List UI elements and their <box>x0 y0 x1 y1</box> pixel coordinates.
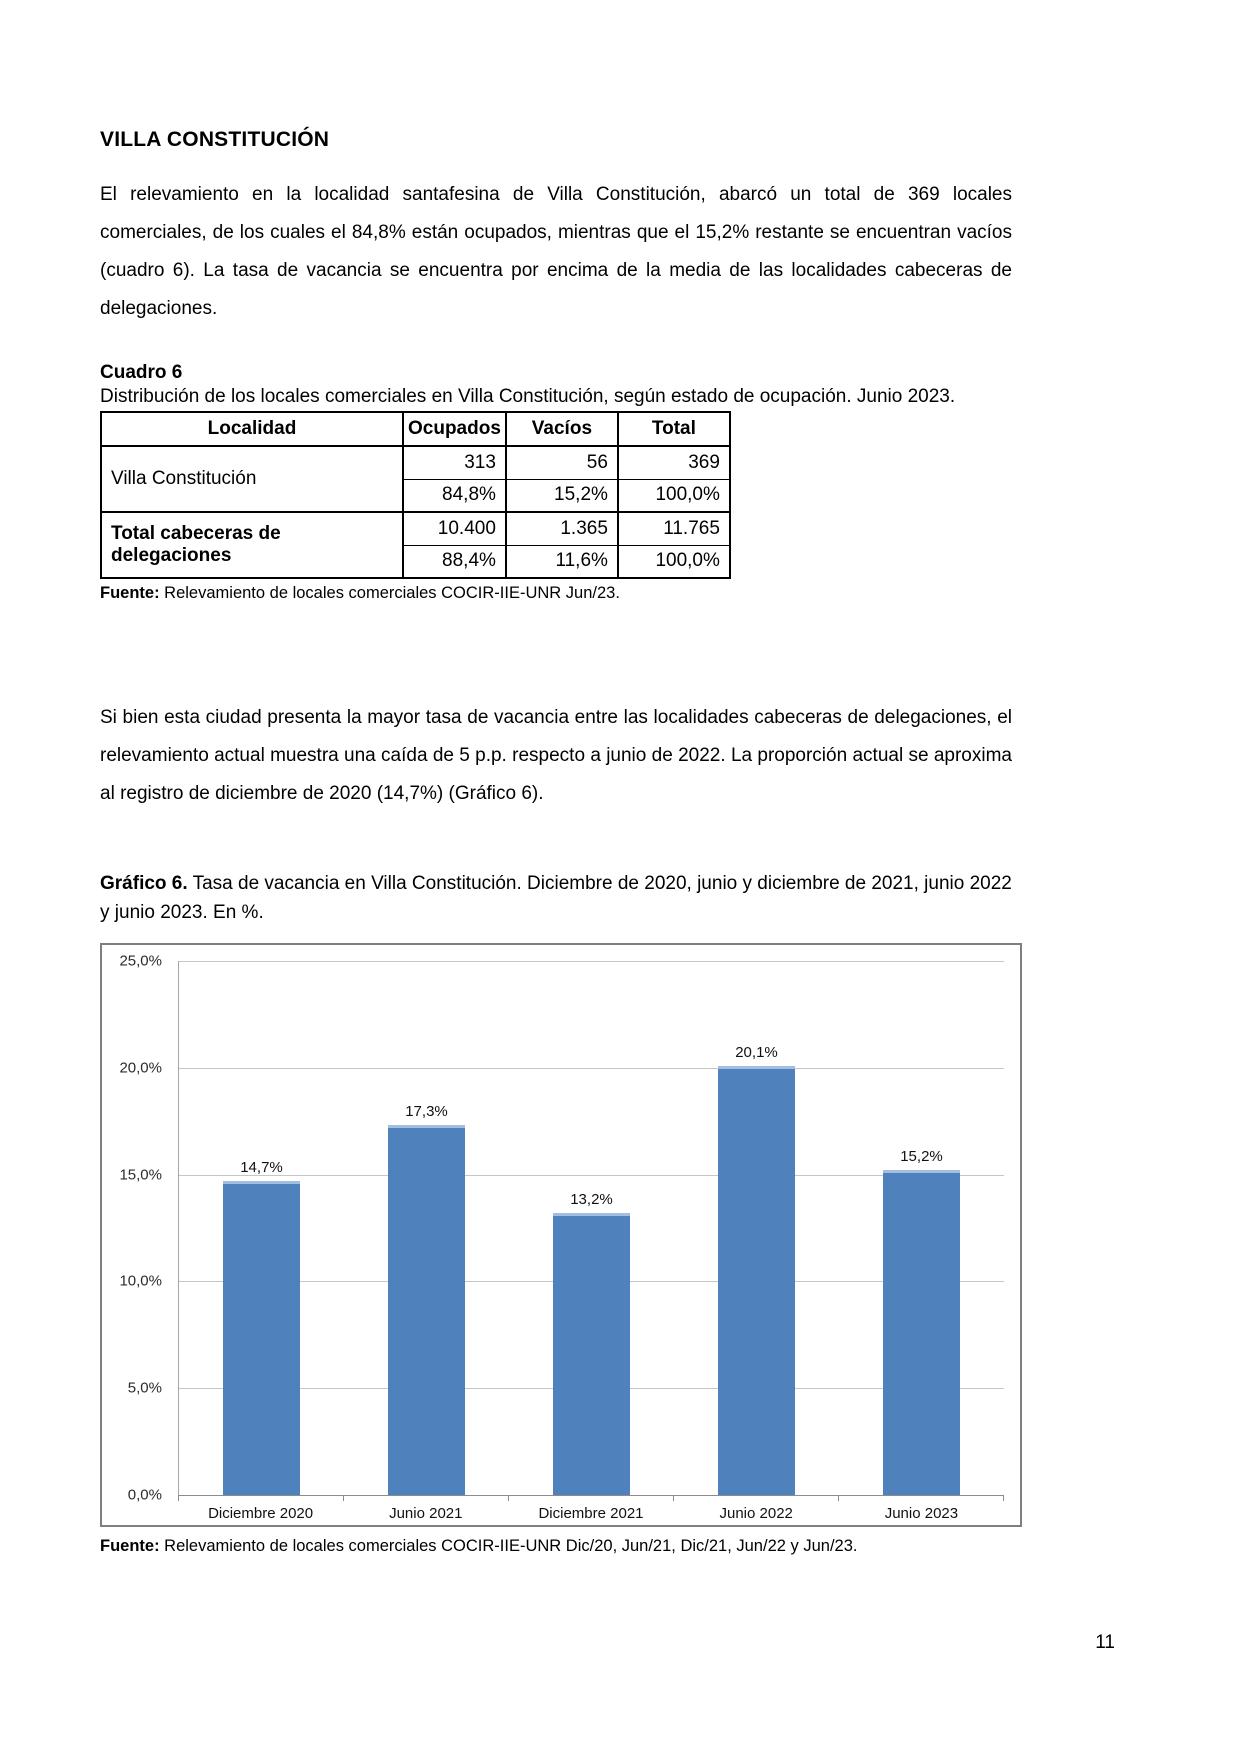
cell-localidad-total: Total cabeceras de delegaciones <box>100 511 404 578</box>
table-caption: Distribución de los locales comerciales … <box>100 386 956 407</box>
bar <box>717 1065 796 1495</box>
chart-bars: 14,7% 17,3% 13,2% 20,1% 15,2% <box>179 961 1004 1495</box>
y-axis-tick-label: 25,0% <box>119 952 162 970</box>
chart-source: Fuente: Relevamiento de locales comercia… <box>100 1537 1141 1556</box>
header-ocupados: Ocupados <box>402 411 507 447</box>
cell-value: 11.765 <box>616 511 731 545</box>
table-row: 88,4% 11,6% 100,0% <box>101 544 731 578</box>
gridline <box>179 961 1004 962</box>
header-localidad: Localidad <box>100 411 404 447</box>
y-axis-tick-label: 20,0% <box>119 1059 162 1077</box>
y-axis-tick-label: 5,0% <box>127 1379 162 1397</box>
bar <box>882 1170 961 1495</box>
cell-value: 100,0% <box>616 478 731 512</box>
bar-slot: 14,7% <box>179 961 344 1495</box>
cell-value: 88,4% <box>402 544 507 578</box>
page-title: VILLA CONSTITUCIÓN <box>100 128 330 151</box>
chart-caption-label: Gráfico 6. <box>100 873 188 894</box>
bar-value-label: 17,3% <box>405 1103 448 1121</box>
x-axis-category-label: Diciembre 2020 <box>208 1505 314 1522</box>
bar-slot: 15,2% <box>839 961 1004 1495</box>
bar-value-label: 14,7% <box>240 1159 283 1177</box>
bar <box>387 1125 466 1495</box>
bar <box>552 1213 631 1495</box>
x-axis-category-label: Junio 2023 <box>884 1505 959 1522</box>
bar-slot: 13,2% <box>509 961 674 1495</box>
vacancy-bar-chart: 25,0% 20,0% 15,0% 10,0% 5,0% 0,0% 14,7% 17,3% 1… <box>100 943 1022 1527</box>
x-axis-category-label: Junio 2022 <box>719 1505 793 1522</box>
page-number: 11 <box>1095 1632 1115 1653</box>
bar-slot: 17,3% <box>344 961 509 1495</box>
chart-source-text: Relevamiento de locales comerciales COCI… <box>159 1537 858 1555</box>
chart-source-label: Fuente: <box>100 1537 160 1555</box>
bar <box>222 1181 301 1495</box>
x-axis-tick <box>344 1495 509 1501</box>
bar-value-label: 13,2% <box>570 1191 613 1209</box>
cell-value: 1.365 <box>504 511 619 545</box>
table-row: Villa Constitución 313 56 369 <box>100 445 731 512</box>
cell-value: 56 <box>504 445 619 479</box>
cell-localidad-villa: Villa Constitución <box>100 445 404 512</box>
chart-plot-area: 14,7% 17,3% 13,2% 20,1% 15,2% <box>178 961 1004 1496</box>
chart-caption-text: Tasa de vacancia en Villa Constitución. … <box>100 873 1012 923</box>
x-axis-category-label: Diciembre 2021 <box>538 1505 644 1522</box>
header-total: Total <box>616 411 731 447</box>
cell-value: 11,6% <box>504 544 619 578</box>
bar-slot: 20,1% <box>674 961 839 1495</box>
cell-value: 100,0% <box>616 544 731 578</box>
x-axis-tick <box>179 1495 344 1501</box>
chart-caption: Gráfico 6. Tasa de vacancia en Villa Con… <box>100 869 1012 927</box>
header-vacios: Vacíos <box>504 411 619 447</box>
table-label: Cuadro 6 <box>100 362 183 383</box>
table-row: 84,8% 15,2% 100,0% <box>101 478 731 512</box>
cuadro-6-table: Localidad Ocupados Vacíos Total Villa Co… <box>100 411 731 579</box>
bar-value-label: 15,2% <box>900 1148 943 1166</box>
y-axis-tick-label: 15,0% <box>119 1166 162 1184</box>
gridline <box>179 1067 1004 1069</box>
table-source-label: Fuente: <box>100 584 160 602</box>
chart-y-axis-labels: 25,0% 20,0% 15,0% 10,0% 5,0% 0,0% <box>102 953 170 1504</box>
paragraph-intro: El relevamiento en la localidad santafes… <box>100 184 1012 319</box>
x-axis-tick <box>839 1495 1004 1501</box>
table-source: Fuente: Relevamiento de locales comercia… <box>100 584 1141 603</box>
x-axis-tick <box>509 1495 674 1501</box>
paragraph-analysis: Si bien esta ciudad presenta la mayor ta… <box>100 707 1012 804</box>
x-axis-tick <box>674 1495 839 1501</box>
gridline <box>179 1495 1004 1496</box>
cell-value: 10.400 <box>402 511 507 545</box>
bar-value-label: 20,1% <box>735 1043 778 1061</box>
chart-x-axis-ticks <box>178 1495 1004 1501</box>
cell-value: 15,2% <box>504 478 619 512</box>
table-header-row: Localidad Ocupados Vacíos Total <box>100 411 731 447</box>
chart-x-axis-labels: Diciembre 2020 Junio 2021 Diciembre 2021 Ju… <box>178 1501 1004 1525</box>
cell-value: 369 <box>616 445 731 479</box>
cell-value: 84,8% <box>402 478 507 512</box>
y-axis-tick-label: 10,0% <box>119 1272 162 1290</box>
table-source-text: Relevamiento de locales comerciales COCI… <box>159 584 620 602</box>
cell-value: 313 <box>402 445 507 479</box>
y-axis-tick-label: 0,0% <box>127 1486 162 1504</box>
x-axis-category-label: Junio 2021 <box>389 1505 463 1522</box>
table-row: Total cabeceras de delegaciones 10.400 1… <box>100 511 731 578</box>
gridline <box>179 1174 1004 1176</box>
